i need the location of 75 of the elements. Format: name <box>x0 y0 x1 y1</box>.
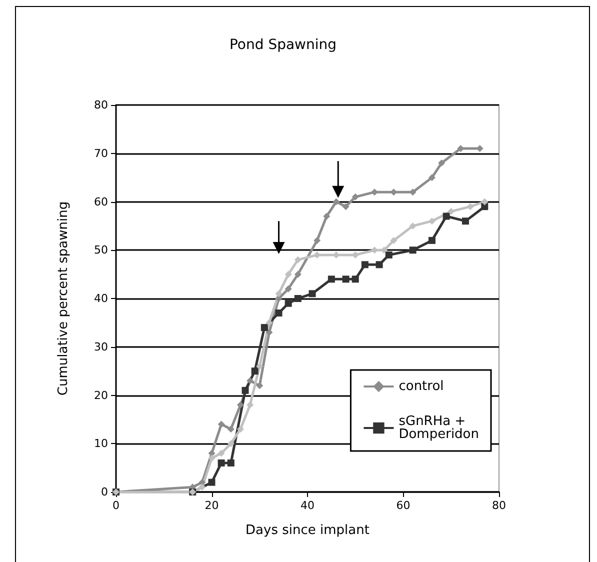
point <box>275 290 282 298</box>
point <box>275 295 282 302</box>
point <box>236 426 244 433</box>
y-tick-label: 50 <box>94 244 108 257</box>
x-tick-label: 60 <box>396 499 410 512</box>
legend-label: control <box>398 379 444 394</box>
point <box>266 319 273 326</box>
y-tick-label: 20 <box>94 388 108 402</box>
point <box>284 285 292 292</box>
point <box>308 290 316 298</box>
y-tick-label: 0 <box>101 486 108 498</box>
point <box>323 212 330 220</box>
point <box>218 450 225 457</box>
point <box>227 426 234 433</box>
point <box>284 300 292 307</box>
point <box>198 484 206 491</box>
point <box>294 270 302 278</box>
point <box>332 198 340 206</box>
point <box>227 440 234 448</box>
point <box>208 454 216 462</box>
point <box>342 276 350 283</box>
point <box>246 377 254 384</box>
point <box>352 193 359 200</box>
x-tick-label: 40 <box>300 499 314 512</box>
point <box>380 246 388 254</box>
point <box>428 174 436 182</box>
y-axis-title: Cumulative percent spawning <box>56 201 71 396</box>
x-tick-label: 20 <box>204 499 219 512</box>
point <box>284 270 292 278</box>
point <box>314 236 321 244</box>
point <box>342 203 350 210</box>
point <box>294 256 302 264</box>
point <box>448 208 455 215</box>
point <box>236 401 244 408</box>
point <box>385 251 392 258</box>
point <box>409 222 416 230</box>
point <box>218 420 225 428</box>
y-tick-label: 30 <box>94 340 108 354</box>
point <box>256 362 264 370</box>
point <box>390 236 398 244</box>
point <box>466 203 474 210</box>
y-tick-label: 40 <box>94 292 108 305</box>
y-tick-label: 60 <box>94 195 108 208</box>
point <box>352 276 359 283</box>
point <box>428 218 436 225</box>
point <box>251 368 258 375</box>
point <box>361 261 368 268</box>
legend-label: sGnRHa + Domperidon <box>398 414 479 442</box>
x-tick-label: 0 <box>112 499 120 512</box>
point <box>409 188 416 196</box>
point <box>294 295 302 302</box>
point <box>266 328 273 336</box>
point <box>442 212 450 220</box>
point <box>376 261 383 268</box>
point <box>227 459 234 466</box>
chart-title: Pond Spawning <box>229 37 337 53</box>
y-tick-label: 70 <box>94 146 108 160</box>
point <box>438 160 446 167</box>
point <box>462 218 469 225</box>
point <box>218 459 225 466</box>
point <box>390 188 398 196</box>
point <box>481 198 488 206</box>
y-tick-label: 10 <box>94 437 108 450</box>
point <box>246 401 254 408</box>
x-axis-title: Days since implant <box>246 523 370 538</box>
point <box>260 324 268 332</box>
point <box>208 478 216 486</box>
point <box>428 236 436 244</box>
point <box>409 246 416 254</box>
point <box>242 386 249 394</box>
x-tick-label: 80 <box>492 499 506 512</box>
point <box>275 310 282 317</box>
point <box>328 276 335 283</box>
y-tick-label: 80 <box>94 98 108 112</box>
point <box>256 382 264 390</box>
